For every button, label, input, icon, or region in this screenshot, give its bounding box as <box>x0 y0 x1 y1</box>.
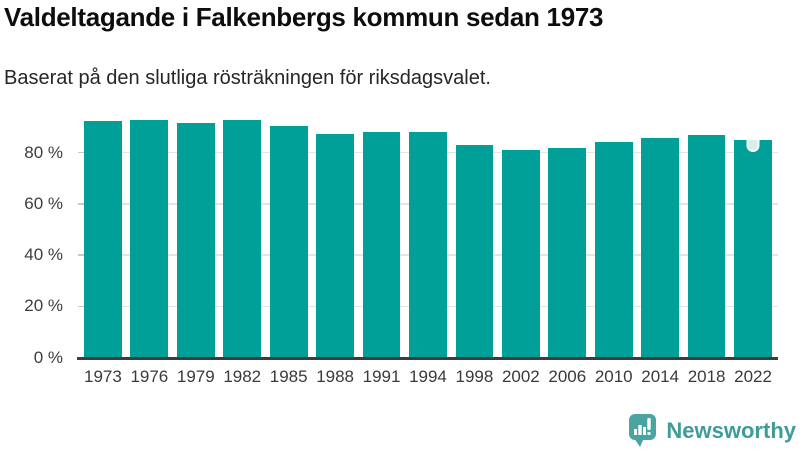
bar-2006 <box>548 147 587 358</box>
bar-2002 <box>501 149 540 358</box>
y-axis-label-20: 20 % <box>24 296 63 316</box>
brand-wordmark: Newsworthy <box>666 418 796 443</box>
bar-1994 <box>409 132 447 358</box>
bar-1976 <box>130 120 169 358</box>
chart-subtitle: Baserat på den slutliga rösträkningen fö… <box>4 67 491 89</box>
x-axis-label-1998: 1998 <box>455 367 494 386</box>
x-axis-label-2018: 2018 <box>687 367 726 386</box>
bar-1998 <box>455 145 494 358</box>
newsworthy-brand: Newsworthy <box>629 414 796 448</box>
y-axis-label-40: 40 % <box>24 245 63 264</box>
x-axis-label-1979: 1979 <box>176 367 215 386</box>
bar-1985 <box>269 125 308 358</box>
bar-2018 <box>687 135 726 358</box>
bar-2014 <box>641 137 680 358</box>
y-tick-80 <box>78 151 86 154</box>
bar-1988 <box>316 134 354 358</box>
bar-series <box>76 110 778 358</box>
x-axis-label-1994: 1994 <box>409 367 447 386</box>
y-tick-20 <box>78 305 86 307</box>
x-axis-label-1973: 1973 <box>84 367 122 386</box>
x-axis-label-2014: 2014 <box>641 367 680 386</box>
x-axis-label-2010: 2010 <box>594 367 633 386</box>
x-axis-label-1982: 1982 <box>223 367 262 386</box>
x-axis-label-1991: 1991 <box>362 367 401 386</box>
y-tick-40 <box>78 254 86 256</box>
y-axis-label-0: 0 % <box>33 347 63 367</box>
y-axis-label-60: 60 % <box>24 193 63 213</box>
x-axis-line <box>77 357 778 360</box>
bar-1991 <box>362 132 401 358</box>
bar-2022 <box>734 139 772 358</box>
latest-value-marker <box>746 139 760 152</box>
x-axis-label-2022: 2022 <box>734 367 772 386</box>
x-axis-label-1976: 1976 <box>130 367 169 386</box>
y-tick-60 <box>78 203 86 205</box>
x-axis-label-1985: 1985 <box>269 367 308 386</box>
bar-2010 <box>594 141 633 358</box>
x-axis-label-2006: 2006 <box>548 367 587 386</box>
x-axis-labels: 1973 1976 1979 1982 1985 1988 1991 1994 1998 2002… <box>76 367 778 387</box>
y-axis-label-80: 80 % <box>24 142 63 162</box>
bar-1973 <box>84 121 122 358</box>
x-axis-label-1988: 1988 <box>316 367 355 386</box>
chart-title: Valdeltagande i Falkenbergs kommun sedan… <box>4 2 604 32</box>
x-axis-label-2002: 2002 <box>501 367 540 386</box>
newsworthy-logo-icon <box>629 414 657 447</box>
bar-1979 <box>176 123 215 358</box>
bar-1982 <box>223 120 262 358</box>
